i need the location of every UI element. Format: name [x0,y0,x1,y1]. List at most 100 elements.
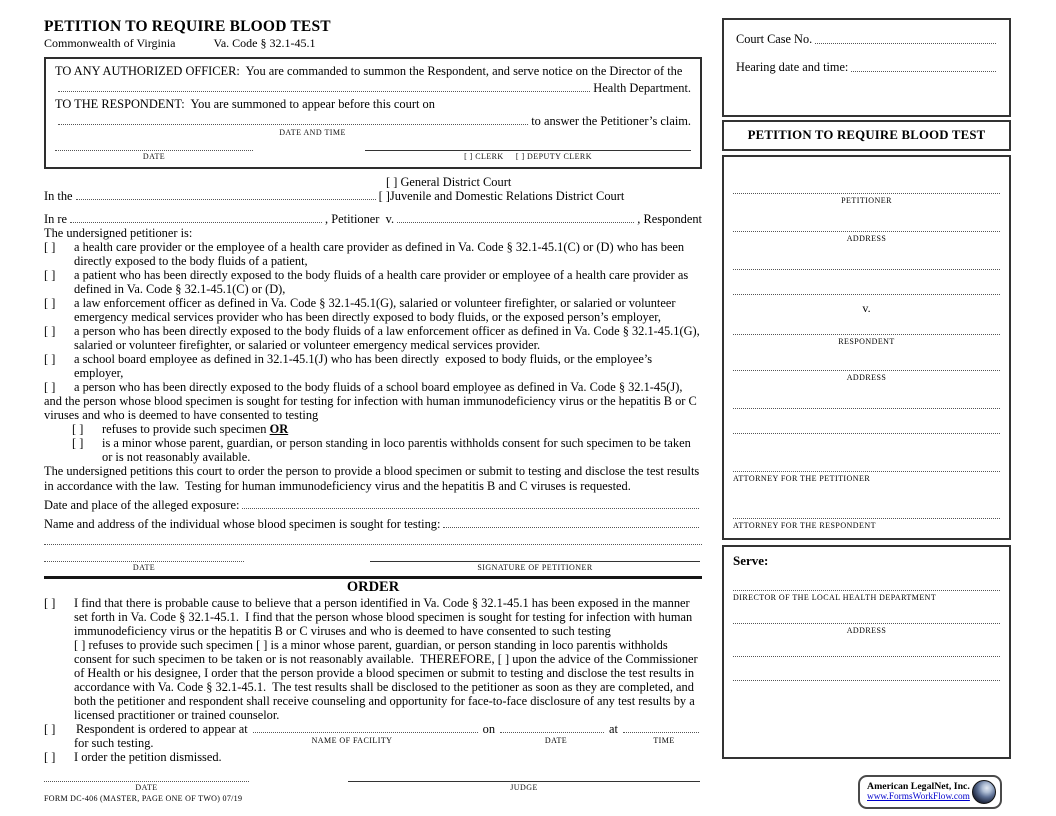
checkbox-order-minor[interactable]: [ ] [256,638,268,652]
checkbox-commissioner-advice[interactable]: [ ] [497,652,510,667]
appear-at-text: at [609,722,618,737]
sidebar-title-box: PETITION TO REQUIRE BLOOD TEST [722,120,1011,151]
fill-line-court-name[interactable] [75,199,376,201]
fill-line-respondent-address-2[interactable] [733,408,1000,409]
order-refuses-text: refuses to provide such specimen [88,638,253,652]
dismissed-text: I order the petition dismissed. [74,750,222,765]
in-re-row: In re , Petitioner v. , Respondent [44,212,702,226]
fill-line-petitioner-address-2[interactable] [733,269,1000,270]
fill-line-serve-address-2[interactable] [733,655,1000,657]
appear-on-text: on [482,722,496,737]
summons-box: TO ANY AUTHORIZED OFFICER: You are comma… [44,57,702,170]
fill-line-petitioner-address-3[interactable] [733,294,1000,295]
checkbox-order-refuses[interactable]: [ ] [74,638,86,652]
date-and-time-label: DATE AND TIME [279,128,346,138]
checkbox-minor-withholds[interactable]: [ ] [72,436,84,451]
checkbox-school-board-employee[interactable]: [ ] [44,352,56,367]
summons-officer-line: TO ANY AUTHORIZED OFFICER: You are comma… [55,64,683,79]
respondent-label: , Respondent [637,212,702,227]
fill-line-appear-date[interactable] [500,732,605,734]
judge-label: JUDGE [510,783,538,793]
fill-line-date-and-time[interactable] [58,124,529,126]
fill-line-date-place[interactable] [242,507,699,509]
name-address-row: Name and address of the individual whose… [44,517,702,531]
serve-address-caption: ADDRESS [846,625,887,635]
page-title: PETITION TO REQUIRE BLOOD TEST [44,18,331,35]
judge-signature-row [44,781,702,783]
for-such-testing-text: for such testing. [74,736,154,751]
fill-line-order-date[interactable] [44,781,249,783]
fill-line-health-department[interactable] [58,91,591,93]
subtitle-commonwealth: Commonwealth of Virginia [44,35,176,50]
item-text: a health care provider or the employee o… [74,240,685,269]
checkbox-petition-dismissed[interactable]: [ ] [44,750,56,765]
summons-date-label: DATE [142,152,166,162]
fill-line-attorney-petitioner[interactable] [733,471,1000,472]
checkbox-exposed-to-officer[interactable]: [ ] [44,324,56,339]
fill-line-appear-time[interactable] [623,732,699,734]
party-box: PETITIONER ADDRESS v. RESPONDENT ADDRESS… [722,155,1011,540]
vendor-globe-icon [972,780,996,804]
checkbox-law-enforcement[interactable]: [ ] [44,296,56,311]
checkbox-refuses-specimen[interactable]: [ ] [72,422,84,437]
summons-respondent-line: TO THE RESPONDENT: You are summoned to a… [55,97,435,112]
fill-line-petitioner-name[interactable] [70,222,323,224]
appear-lead-text: Respondent is ordered to appear at [76,722,248,737]
fill-line-serve-address[interactable] [733,622,1000,624]
signature-line-clerk[interactable] [365,150,691,152]
fill-line-respondent-address-3[interactable] [733,433,1000,434]
petitioner-signature-row [44,560,702,562]
vendor-url-link[interactable]: www.FormsWorkFlow.com [867,792,970,803]
signature-line-petitioner[interactable] [370,560,700,562]
in-re-label: In re [44,212,68,227]
fill-line-petitioner[interactable] [733,193,1000,194]
sidebar-form-title: PETITION TO REQUIRE BLOOD TEST [747,128,986,143]
order-divider [44,575,702,579]
appear-date-label: DATE [544,736,568,746]
minor-text: is a minor whose parent, guardian, or pe… [102,436,691,465]
continuation-paragraph: and the person whose blood specimen is s… [44,394,697,423]
name-of-facility-label: NAME OF FACILITY [311,736,393,746]
order-sub-paragraph: [ ] refuses to provide such specimen [ ]… [74,638,702,722]
item-text: a school board employee as defined in 32… [74,352,653,381]
petitioner-item-health-care-provider: [ ] a health care provider or the employ… [44,240,702,268]
petition-date-label: DATE [132,562,156,572]
refuses-text: refuses to provide such specimen [102,422,267,437]
checkbox-probable-cause[interactable]: [ ] [44,595,56,610]
checkbox-patient[interactable]: [ ] [44,268,56,283]
fill-line-respondent-address[interactable] [733,370,1000,371]
fill-line-serve-address-3[interactable] [733,679,1000,681]
respondent-caption: RESPONDENT [838,337,895,346]
item-text: a patient who has been directly exposed … [74,268,689,297]
petitioner-item-school-board-employee: [ ] a school board employee as defined i… [44,352,702,380]
fill-line-name-address-2[interactable] [44,534,702,545]
petition-paragraph: The undersigned petitions this court to … [44,464,700,493]
checkbox-health-care-provider[interactable]: [ ] [44,240,56,255]
checkbox-exposed-to-school-employee[interactable]: [ ] [44,380,56,395]
fill-line-summons-date[interactable] [55,150,253,152]
checkbox-general-district-court[interactable]: [ ] [386,175,398,190]
fill-line-petition-date[interactable] [44,560,244,562]
petitioner-address-caption: ADDRESS [846,234,887,243]
fill-line-name-address[interactable] [443,526,699,528]
signature-line-judge[interactable] [348,781,700,783]
petitioner-v-label: , Petitioner v. [325,212,395,227]
fill-line-respondent-name[interactable] [397,222,635,224]
fill-line-hearing-date[interactable] [851,70,996,72]
checkbox-respondent-appear[interactable]: [ ] [44,722,56,737]
item-text: a law enforcement officer as defined in … [74,296,676,325]
fill-line-facility[interactable] [252,732,478,734]
versus-label: v. [862,301,871,315]
order-therefore-text: upon the advice of the Commissioner of H… [74,652,698,723]
attorney-respondent-caption: ATTORNEY FOR THE RESPONDENT [733,521,876,530]
fill-line-petitioner-address[interactable] [733,231,1000,232]
respondent-address-caption: ADDRESS [846,373,887,382]
fill-line-case-number[interactable] [815,42,996,44]
appear-labels-row: for such testing. NAME OF FACILITY DATE … [44,736,702,750]
form-sidebar: Court Case No. Hearing date and time: PE… [722,18,1011,759]
fill-line-director[interactable] [733,589,1000,591]
petitioner-caption: PETITIONER [841,196,892,205]
fill-line-attorney-respondent[interactable] [733,518,1000,519]
fill-line-respondent[interactable] [733,334,1000,335]
checkbox-juvenile-court[interactable]: [ ] [378,189,390,204]
